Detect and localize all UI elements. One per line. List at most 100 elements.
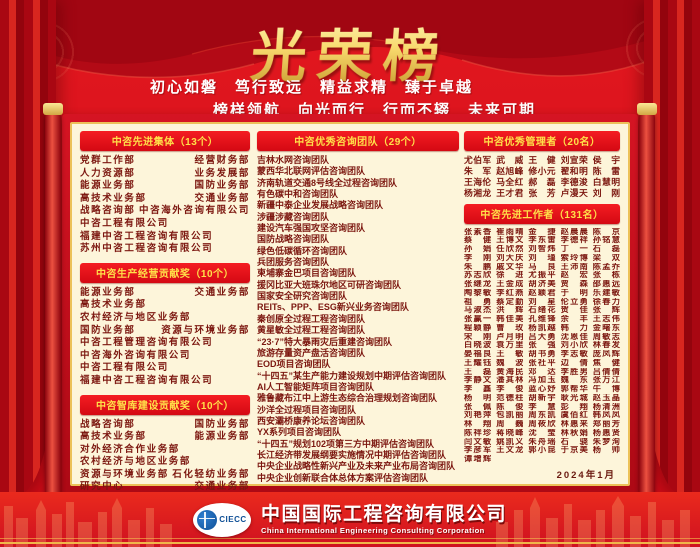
person-name: 李鑫	[464, 385, 492, 394]
person-name: 虞佰红	[560, 411, 588, 420]
person-name: 吕倩倩	[592, 367, 620, 376]
person-name: 张社平	[528, 358, 556, 367]
award-row: 资源与环境业务部 石化轻纺业务部	[80, 469, 250, 482]
person-name: 张栋	[592, 271, 620, 280]
award-item: 对外经济合作业务部	[80, 443, 180, 455]
person-name: 李静文	[464, 376, 492, 385]
team-item: “十四五”规划102项第三方中期评估咨询团队	[257, 438, 435, 449]
award-item: 高技术业务部	[80, 299, 147, 311]
person-name: 潘其林	[496, 376, 524, 385]
name-grid-workers: 张素香 崔雨晴 金捷 赵晨晨 陈京 蔡健 王博文 李东雷 李德祥 孙铭慧 孙娟 任欣然 刘智炜 丁一 石磊李…	[464, 228, 620, 464]
person-name: 李德浚	[560, 176, 588, 187]
award-row: 国防业务部 资源与环境业务部	[80, 325, 250, 338]
person-name: 王博文	[496, 236, 524, 245]
award-row: 高技术业务部 交通业务部	[80, 193, 250, 206]
person-name: 郑丽芳	[592, 420, 620, 429]
team-item: 涉疆涉藏咨询团队	[257, 211, 330, 222]
person-name: 胡书勇	[528, 350, 556, 359]
person-name: 陈祥珍	[464, 428, 492, 437]
team-item: “十四五”某生产能力建设规划中期评估咨询团队	[257, 370, 447, 381]
team-item: 中央企业创新联合体总体方案评估咨询团队	[257, 472, 429, 483]
award-row: 人力资源部 业务发展部	[80, 168, 250, 181]
scroll-rod-left	[43, 103, 63, 507]
team-item: 新疆中泰企业发展战略咨询团队	[257, 200, 384, 211]
scroll-rod-right	[637, 103, 657, 507]
award-item: 福建中咨工程咨询有限公司	[80, 374, 214, 386]
person-name: 晏福良	[464, 350, 492, 359]
person-name: 杨清洲	[592, 402, 620, 411]
person-name: 李彦军	[464, 446, 492, 455]
person-name: 沈恩佳	[560, 332, 588, 341]
award-item: 交通业务部	[194, 481, 250, 493]
person-name: 牛博	[592, 385, 620, 394]
person-name: 张万江	[592, 376, 620, 385]
person-name: 马淑杰	[464, 306, 492, 315]
award-rows: 能源业务部 交通业务部 高技术业务部 农村经济与地区业务部 国防业务部 资源与环境业务部中…	[80, 287, 250, 388]
award-row: 农村经济与地区业务部	[80, 456, 250, 469]
gold-divider	[0, 538, 700, 539]
award-item: 中咨工程管理咨询有限公司	[80, 337, 214, 349]
person-name: 徐春力	[592, 297, 620, 306]
person-name: 周巍	[496, 420, 524, 429]
team-item: “23·7”特大暴雨灾后重建咨询团队	[257, 336, 393, 347]
person-name: 戚文华	[496, 262, 524, 271]
award-item: 国防业务部	[80, 324, 136, 336]
person-name: 杨凯越	[528, 323, 556, 332]
person-name: 赵玉晶	[592, 393, 620, 402]
person-name: 赵宏	[560, 271, 588, 280]
person-name: 蔡健	[464, 236, 492, 245]
person-name: 朱舟瑶	[528, 437, 556, 446]
award-item: 能源业务部	[80, 286, 136, 298]
person-name: 李德祥	[560, 236, 588, 245]
person-name: 刘大庆	[496, 253, 524, 262]
person-name: 张佩	[464, 402, 492, 411]
person-name: 祖勇	[464, 297, 492, 306]
person-name: 冯加玉	[528, 376, 556, 385]
person-name: 徐进	[496, 271, 524, 280]
section-header: 中咨先进工作者（131名）	[464, 203, 620, 224]
person-name: 赵颖君	[528, 288, 556, 297]
person-name: 刘宣荣	[560, 155, 588, 165]
person-name: 王磊	[464, 367, 492, 376]
person-name: 闫文敏	[464, 437, 492, 446]
footer-band: CIECC 中国国际工程咨询有限公司 China International E…	[0, 492, 700, 547]
person-name: 伦立勇	[560, 297, 588, 306]
person-name: 修小元	[528, 165, 556, 176]
person-name: 韩力	[560, 323, 588, 332]
award-row: 研究中心 交通业务部	[80, 481, 250, 494]
team-item: 西安灞桥康养论坛咨询团队	[257, 415, 366, 426]
award-item: 高技术业务部	[80, 431, 147, 443]
person-name: 马全红	[496, 176, 524, 187]
person-name: 翟和明	[560, 165, 588, 176]
person-name: 贾森	[560, 280, 588, 289]
person-name: 曹玫	[496, 323, 524, 332]
person-name: 陈孟乔	[592, 262, 620, 271]
person-name: 朱鹏	[464, 262, 492, 271]
person-name: 耿光城	[560, 393, 588, 402]
person-name: 刘刚	[592, 187, 620, 198]
team-item: 长江经济带发展纲要实施情况中期评估咨询团队	[257, 449, 447, 460]
person-name: 黄海民	[496, 367, 524, 376]
section-production-award: 中咨生产经营贡献奖（10个） 能源业务部 交通业务部 高技术业务部 农村经济与地区业务…	[80, 262, 250, 388]
person-name: 邓达	[528, 367, 556, 376]
award-item: 苏州中咨工程咨询有限公司	[80, 243, 214, 255]
person-name: 刘星	[528, 297, 556, 306]
award-row: 中咨海外咨询有限公司	[80, 350, 250, 363]
person-name: 石骁	[560, 437, 588, 446]
person-name: 于明	[560, 288, 588, 297]
section-header: 中咨智库建设贡献奖（10个）	[80, 394, 250, 415]
award-item: 党群工作部	[80, 155, 136, 166]
company-name-cn: 中国国际工程咨询有限公司	[260, 504, 507, 525]
scroll-panel: 中咨先进集体（13个） 党群工作部 经营财务部 人力资源部 业务发展部 能源业务部 国防业…	[62, 114, 638, 494]
person-name: 韩凤凤	[592, 411, 620, 420]
person-name: 张赢一	[464, 315, 492, 324]
person-name: 李志敏	[560, 350, 588, 359]
award-item: 福建中咨工程咨询有限公司	[80, 230, 214, 242]
person-name: 姚凯义	[496, 437, 524, 446]
team-item: 国家安全研究咨询团队	[257, 291, 348, 302]
team-item: 济南轨道交通8号线全过程咨询团队	[257, 177, 398, 188]
team-item: 蒙西华北联网评估咨询团队	[257, 166, 366, 177]
person-name: 王才君	[496, 187, 524, 198]
person-name: 胡济美	[528, 280, 556, 289]
person-name: 谭增辉	[464, 455, 492, 464]
